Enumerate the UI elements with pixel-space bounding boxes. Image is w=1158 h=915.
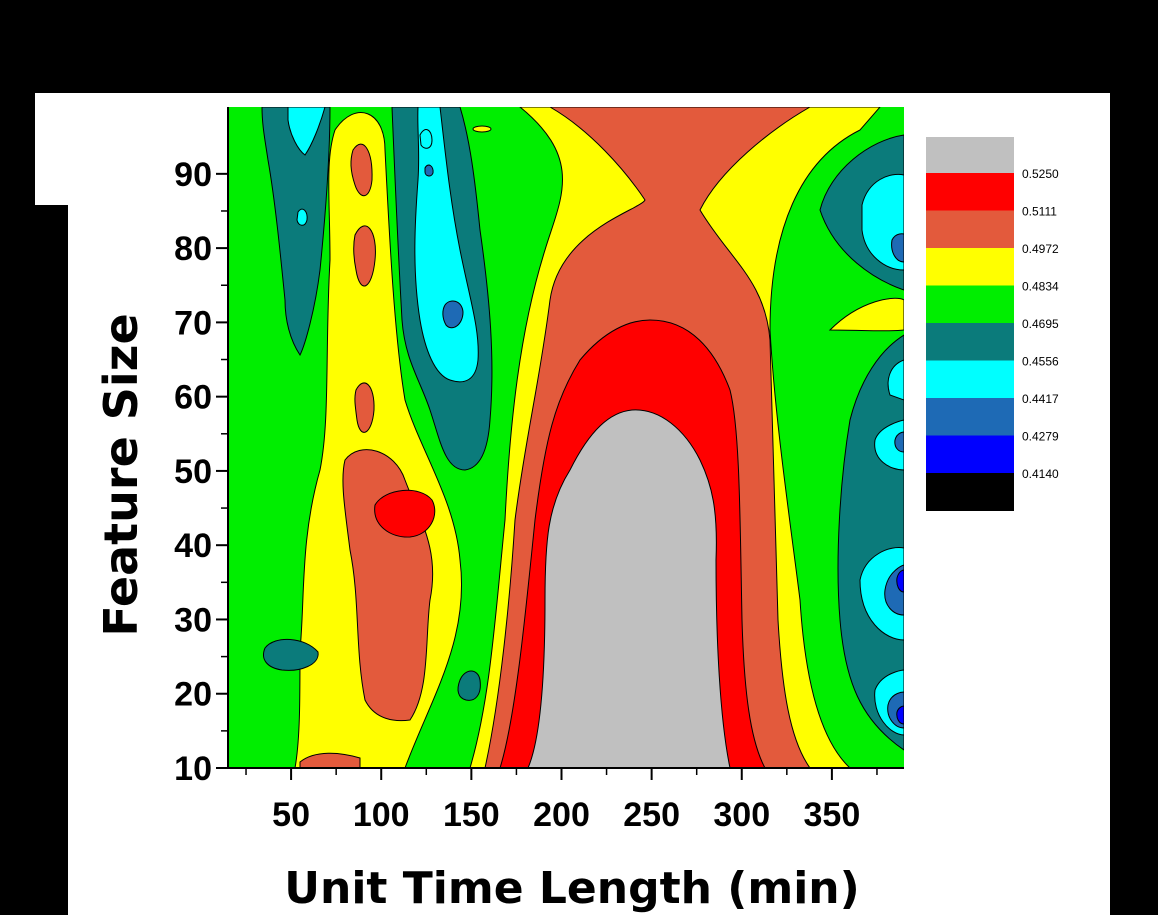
- contour-fill-orange: [299, 752, 361, 768]
- contour-fill-yellow: [472, 125, 492, 133]
- legend-swatch: [926, 173, 1014, 211]
- x-tick-label: 200: [533, 796, 590, 834]
- contour-fill-gray: [527, 409, 731, 768]
- y-tick-label: 60: [174, 379, 212, 417]
- contour-fill-cyan: [287, 107, 326, 156]
- x-tick-label: 350: [804, 796, 861, 834]
- legend-swatch: [926, 248, 1014, 286]
- legend-level-label: 0.4279: [1022, 430, 1059, 444]
- contour-fill-teal: [261, 107, 331, 356]
- figure-background-notch: [35, 93, 155, 205]
- contour-fill-blue: [424, 164, 434, 177]
- x-axis-ticks: 50 100 150 200 250 300 350: [245, 768, 878, 834]
- legend-level-label: 0.4695: [1022, 317, 1059, 331]
- legend-level-label: 0.4972: [1022, 242, 1059, 256]
- color-scale-legend: 0.5250 0.5111 0.4972 0.4834 0.4695 0.4556 0.44…: [926, 137, 1059, 511]
- y-axis-ticks: 10 20 30 40 50 60 70 80 90: [174, 156, 228, 788]
- contour-fill-cyan: [887, 359, 904, 401]
- y-tick-label: 20: [174, 676, 212, 714]
- contour-fill-cyan: [874, 419, 904, 471]
- x-axis-title: Unit Time Length (min): [284, 863, 859, 914]
- legend-level-label: 0.4140: [1022, 467, 1059, 481]
- contour-fill-teal: [263, 638, 319, 671]
- legend-level-label: 0.4417: [1022, 392, 1059, 406]
- x-tick-label: 100: [353, 796, 410, 834]
- y-tick-label: 70: [174, 304, 212, 342]
- y-tick-label: 40: [174, 527, 212, 565]
- y-tick-label: 80: [174, 230, 212, 268]
- contour-fill-blue: [891, 233, 904, 263]
- contour-fill-orange: [354, 382, 375, 433]
- legend-level-label: 0.4834: [1022, 280, 1059, 294]
- contour-fill-cyan: [859, 546, 904, 641]
- legend-swatch: [926, 285, 1014, 324]
- contour-fill-orange: [353, 225, 376, 287]
- legend-level-label: 0.5111: [1022, 205, 1057, 219]
- legend-level-label: 0.5250: [1022, 167, 1059, 181]
- contour-plot-area: [228, 107, 904, 768]
- contour-fill-teal: [457, 670, 481, 701]
- contour-fill-orange: [350, 143, 373, 197]
- contour-fill-blue: [894, 431, 904, 453]
- y-axis-title: Feature Size: [94, 313, 148, 636]
- y-tick-label: 50: [174, 453, 212, 491]
- x-tick-label: 250: [623, 796, 680, 834]
- legend-swatch-above-max: [926, 137, 1014, 173]
- x-tick-label: 300: [713, 796, 770, 834]
- legend-level-label: 0.4556: [1022, 355, 1059, 369]
- legend-swatch: [926, 360, 1014, 399]
- y-tick-label: 10: [174, 750, 212, 788]
- y-tick-label: 90: [174, 156, 212, 194]
- legend-swatch: [926, 435, 1014, 474]
- contour-fill-cyan: [296, 208, 308, 226]
- contour-fill-yellow: [828, 297, 904, 332]
- legend-swatch: [926, 323, 1014, 361]
- legend-swatch: [926, 210, 1014, 249]
- contour-fill-red: [374, 489, 436, 538]
- legend-swatch: [926, 398, 1014, 436]
- x-tick-label: 50: [272, 796, 310, 834]
- contour-fill-deep-blue: [896, 705, 904, 725]
- x-tick-label: 150: [443, 796, 500, 834]
- legend-swatch: [926, 473, 1014, 511]
- contour-fill-deep-blue: [896, 569, 904, 593]
- contour-fill-blue: [442, 300, 464, 329]
- contour-fill-cyan: [419, 129, 433, 149]
- y-tick-label: 30: [174, 601, 212, 639]
